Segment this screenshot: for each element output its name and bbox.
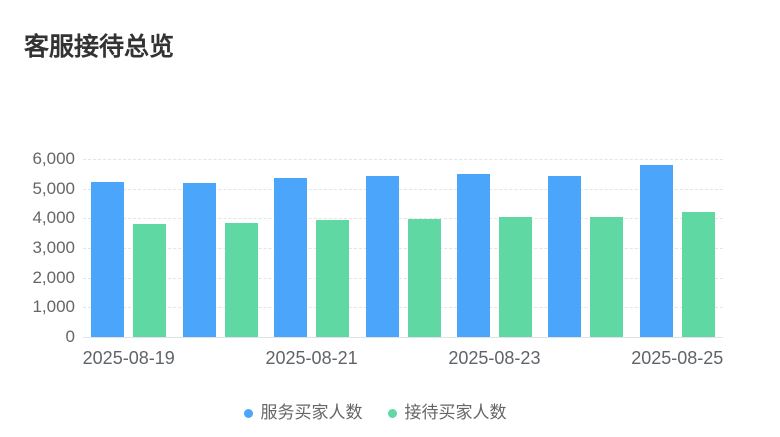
bar-服务买家人数-2025-08-20[interactable] xyxy=(182,182,216,337)
y-tick-label: 1,000 xyxy=(32,297,75,317)
bar-接待买家人数-2025-08-21[interactable] xyxy=(316,219,350,337)
bar-接待买家人数-2025-08-19[interactable] xyxy=(133,223,167,337)
bar-接待买家人数-2025-08-23[interactable] xyxy=(498,216,532,337)
gridline xyxy=(83,218,723,220)
legend-dot-icon xyxy=(387,408,397,418)
y-tick-label: 2,000 xyxy=(32,267,75,287)
y-tick-label: 0 xyxy=(65,327,75,346)
x-tick-label: 2025-08-25 xyxy=(631,348,724,368)
bar-服务买家人数-2025-08-22[interactable] xyxy=(365,175,399,337)
x-tick-label: 2025-08-21 xyxy=(265,348,358,368)
gridline xyxy=(83,188,723,190)
bar-服务买家人数-2025-08-25[interactable] xyxy=(639,164,673,337)
x-axis-line xyxy=(83,337,723,338)
gridline xyxy=(83,277,723,279)
legend-label: 服务买家人数 xyxy=(260,403,363,422)
legend-dot-icon xyxy=(243,408,253,418)
legend: 服务买家人数 接待买家人数 xyxy=(0,402,750,424)
gridline xyxy=(83,248,723,249)
page-title: 客服接待总览 xyxy=(24,33,175,61)
y-tick-label: 3,000 xyxy=(32,238,75,257)
x-tick-label: 2025-08-19 xyxy=(82,348,175,368)
y-tick-label: 4,000 xyxy=(32,208,75,228)
bar-服务买家人数-2025-08-24[interactable] xyxy=(548,175,582,337)
gridline xyxy=(83,307,723,309)
bar-接待买家人数-2025-08-25[interactable] xyxy=(681,211,715,337)
x-tick-label: 2025-08-23 xyxy=(448,348,541,368)
bar-服务买家人数-2025-08-21[interactable] xyxy=(274,177,308,337)
bar-接待买家人数-2025-08-20[interactable] xyxy=(224,223,258,337)
bar-服务买家人数-2025-08-23[interactable] xyxy=(456,173,490,337)
gridline xyxy=(83,159,723,160)
bar-接待买家人数-2025-08-24[interactable] xyxy=(590,217,624,337)
legend-item-接待买家人数[interactable]: 接待买家人数 xyxy=(387,402,507,424)
bar-接待买家人数-2025-08-22[interactable] xyxy=(407,218,441,337)
legend-item-服务买家人数[interactable]: 服务买家人数 xyxy=(243,402,363,424)
legend-label: 接待买家人数 xyxy=(404,403,507,422)
y-tick-label: 5,000 xyxy=(32,178,75,198)
bar-服务买家人数-2025-08-19[interactable] xyxy=(91,182,125,337)
y-tick-label: 6,000 xyxy=(32,149,75,168)
